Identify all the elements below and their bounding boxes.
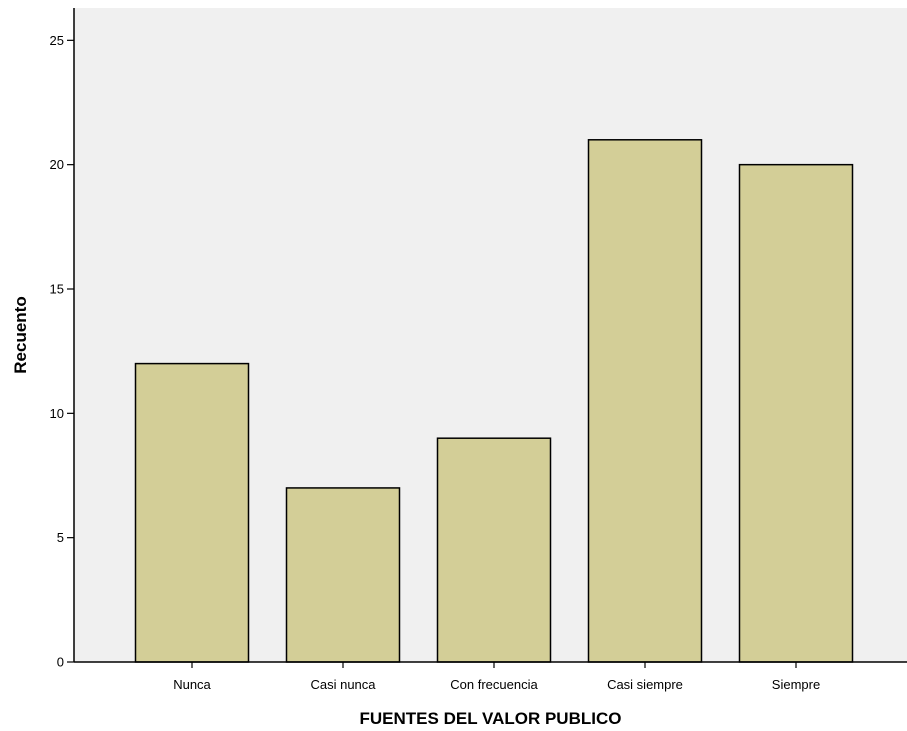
y-tick-label: 20 xyxy=(50,157,64,172)
x-axis: Nunca Casi nunca Con frecuencia Casi siempr… xyxy=(74,661,907,692)
y-tick-label: 25 xyxy=(50,33,64,48)
x-tick-label: Casi nunca xyxy=(310,677,376,692)
y-axis-title: Recuento xyxy=(11,296,30,373)
y-tick-label: 10 xyxy=(50,406,64,421)
bar-casi-nunca xyxy=(285,487,401,663)
bars-group xyxy=(134,139,854,663)
x-tick-label: Casi siempre xyxy=(607,677,683,692)
x-tick-label: Con frecuencia xyxy=(450,677,538,692)
bar-nunca xyxy=(134,362,250,663)
bar-con-frecuencia xyxy=(436,437,552,663)
x-tick-label: Nunca xyxy=(173,677,211,692)
y-axis: 0 5 10 15 20 25 xyxy=(50,8,75,670)
bar-casi-siempre xyxy=(587,139,703,663)
x-tick-label: Siempre xyxy=(772,677,820,692)
y-tick-label: 0 xyxy=(57,655,64,670)
x-axis-title: FUENTES DEL VALOR PUBLICO xyxy=(360,709,622,728)
bar-siempre xyxy=(738,163,854,663)
y-tick-label: 15 xyxy=(50,281,64,296)
y-tick-label: 5 xyxy=(57,530,64,545)
